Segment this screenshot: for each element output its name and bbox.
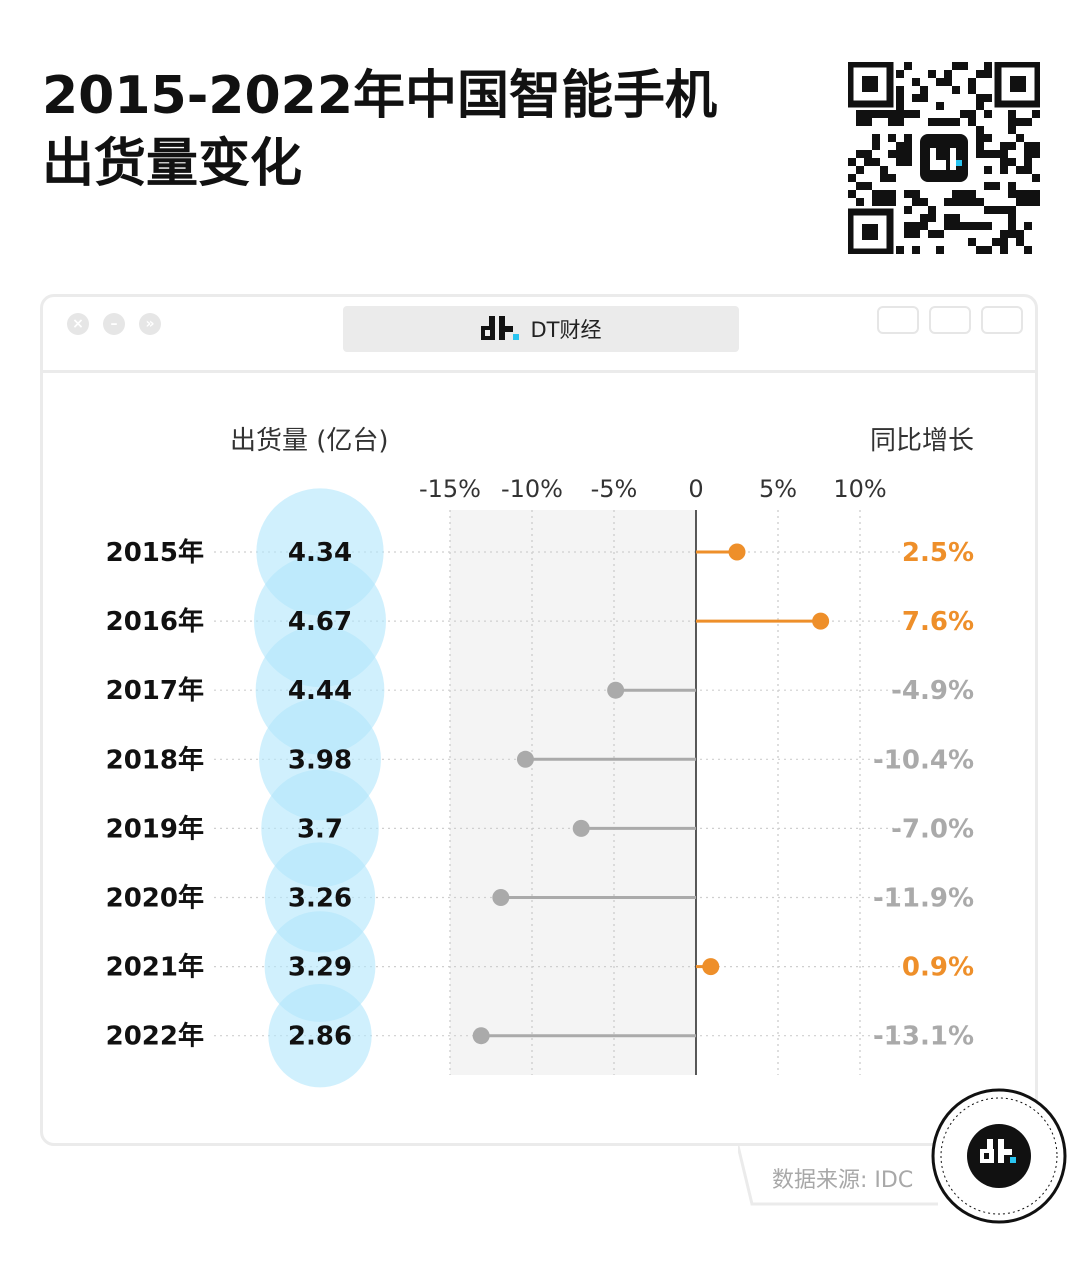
growth-point — [472, 1027, 490, 1045]
dt-logo-icon — [480, 316, 519, 340]
year-label: 2017年 — [106, 675, 204, 706]
year-label: 2016年 — [106, 606, 204, 637]
shipment-value-label: 4.44 — [288, 676, 352, 706]
shipment-value-label: 4.67 — [288, 607, 352, 637]
dt-badge-icon — [931, 1088, 1067, 1224]
share-icon[interactable] — [929, 306, 971, 334]
growth-point — [572, 819, 590, 837]
shipment-bubble — [268, 984, 372, 1088]
year-label: 2022年 — [106, 1021, 204, 1052]
shipment-value-label: 3.98 — [288, 745, 352, 775]
x-tick-label: 0 — [688, 475, 703, 503]
shipment-value-label: 3.29 — [288, 953, 352, 983]
growth-value-label: 7.6% — [902, 607, 974, 637]
expand-icon[interactable]: » — [139, 313, 161, 335]
growth-point — [728, 543, 746, 561]
x-tick-label: -10% — [501, 475, 563, 503]
growth-point — [702, 958, 720, 976]
shipment-value-label: 3.26 — [288, 884, 352, 914]
source-tab — [738, 1146, 938, 1206]
year-label: 2015年 — [106, 537, 204, 568]
data-source: 数据来源: IDC — [772, 1168, 914, 1193]
growth-value-label: 2.5% — [902, 538, 974, 568]
record-icon[interactable] — [877, 306, 919, 334]
year-label: 2021年 — [106, 952, 204, 983]
shipment-value-label: 2.86 — [288, 1022, 352, 1052]
shipment-value-label: 4.34 — [288, 538, 352, 568]
x-tick-label: -5% — [591, 475, 638, 503]
growth-point — [492, 889, 510, 906]
window-titlebar: × – » DT财经 — [43, 297, 1035, 373]
qr-code — [848, 62, 1040, 254]
x-tick-label: 10% — [833, 475, 886, 503]
window-icon[interactable] — [981, 306, 1023, 334]
left-axis-header: 出货量 (亿台) — [230, 426, 389, 456]
growth-value-label: -10.4% — [873, 745, 974, 775]
year-label: 2018年 — [106, 744, 204, 775]
growth-value-label: -7.0% — [891, 814, 974, 844]
window-title: DT财经 — [530, 318, 602, 342]
shipment-value-label: 3.7 — [297, 814, 343, 844]
right-axis-header: 同比增长 — [870, 426, 974, 456]
growth-point — [516, 750, 534, 768]
growth-value-label: 0.9% — [902, 953, 974, 983]
minimize-icon[interactable]: – — [103, 313, 125, 335]
page-title: 2015-2022年中国智能手机 出货量变化 — [42, 62, 802, 198]
growth-value-label: -11.9% — [873, 884, 974, 914]
growth-value-label: -13.1% — [873, 1022, 974, 1052]
window-title-bar: DT财经 — [343, 306, 739, 352]
x-tick-label: 5% — [759, 475, 797, 503]
close-icon[interactable]: × — [67, 313, 89, 335]
title-line-2: 出货量变化 — [42, 134, 303, 194]
year-label: 2020年 — [106, 883, 204, 914]
year-label: 2019年 — [106, 813, 204, 844]
negative-range-panel — [450, 510, 696, 1075]
growth-value-label: -4.9% — [891, 676, 974, 706]
x-tick-label: -15% — [419, 475, 481, 503]
growth-point — [607, 681, 625, 699]
title-line-1: 2015-2022年中国智能手机 — [42, 66, 718, 126]
growth-point — [812, 612, 830, 630]
